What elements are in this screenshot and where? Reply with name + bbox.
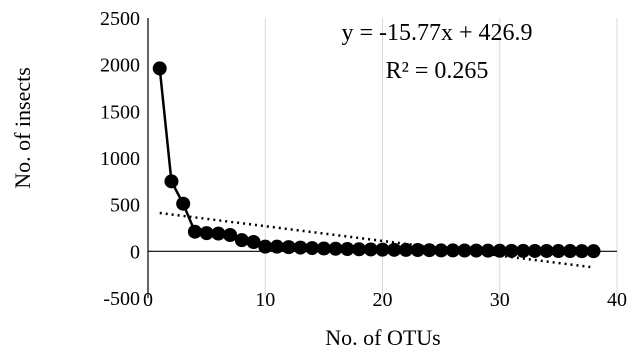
data-point <box>340 242 355 256</box>
y-axis-title: No. of insects <box>10 67 35 189</box>
x-axis-ticks: 0 10 20 30 40 <box>143 289 627 311</box>
data-point <box>328 241 343 256</box>
data-point <box>199 226 214 241</box>
x-axis-title: No. of OTUs <box>325 325 441 350</box>
data-point <box>504 243 519 258</box>
data-point <box>410 243 425 258</box>
data-point <box>211 226 226 241</box>
data-series <box>152 61 601 259</box>
y-tick-label: 1500 <box>100 101 140 123</box>
data-point <box>234 233 249 248</box>
data-point <box>164 174 179 189</box>
x-tick-label: 30 <box>490 289 510 311</box>
x-tick-label: 40 <box>607 289 627 311</box>
data-point <box>492 243 507 258</box>
data-point <box>305 241 320 256</box>
data-point <box>187 224 202 239</box>
data-point <box>574 244 589 259</box>
data-point <box>387 242 402 257</box>
y-tick-label: 2500 <box>100 8 140 30</box>
data-point <box>258 239 273 254</box>
data-point <box>434 243 449 258</box>
data-point <box>551 244 566 259</box>
data-point <box>469 243 484 258</box>
data-point <box>246 235 261 249</box>
y-tick-label: 500 <box>110 195 140 217</box>
data-point <box>516 243 531 258</box>
data-point <box>281 240 296 255</box>
y-tick-label: 2000 <box>100 55 140 77</box>
data-point <box>586 244 601 259</box>
trendline <box>159 211 594 269</box>
y-tick-label: 0 <box>130 241 140 263</box>
data-point <box>152 61 167 76</box>
trendline-r2: R² = 0.265 <box>386 58 489 84</box>
data-point <box>293 240 308 255</box>
data-point <box>223 228 238 242</box>
y-tick-label: -500 <box>103 288 140 310</box>
data-point <box>563 244 578 259</box>
y-tick-label: 1000 <box>100 148 140 170</box>
x-tick-label: 20 <box>373 289 393 311</box>
data-point <box>527 243 542 258</box>
data-point <box>316 241 331 256</box>
data-point <box>176 196 191 211</box>
data-point <box>398 242 413 257</box>
trendline-equation: y = -15.77x + 426.9 <box>341 20 532 46</box>
y-axis-ticks: 2500 2000 1500 1000 500 0 -500 <box>100 8 140 310</box>
data-point <box>481 243 496 258</box>
x-tick-label: 10 <box>255 289 275 311</box>
data-point <box>363 242 378 257</box>
data-point <box>352 242 367 257</box>
data-point <box>539 243 554 258</box>
series-line <box>158 68 594 253</box>
data-point <box>422 243 437 258</box>
data-point <box>375 242 390 257</box>
data-point <box>269 239 284 254</box>
trendline-group <box>159 211 594 269</box>
x-tick-label: 0 <box>143 289 153 311</box>
